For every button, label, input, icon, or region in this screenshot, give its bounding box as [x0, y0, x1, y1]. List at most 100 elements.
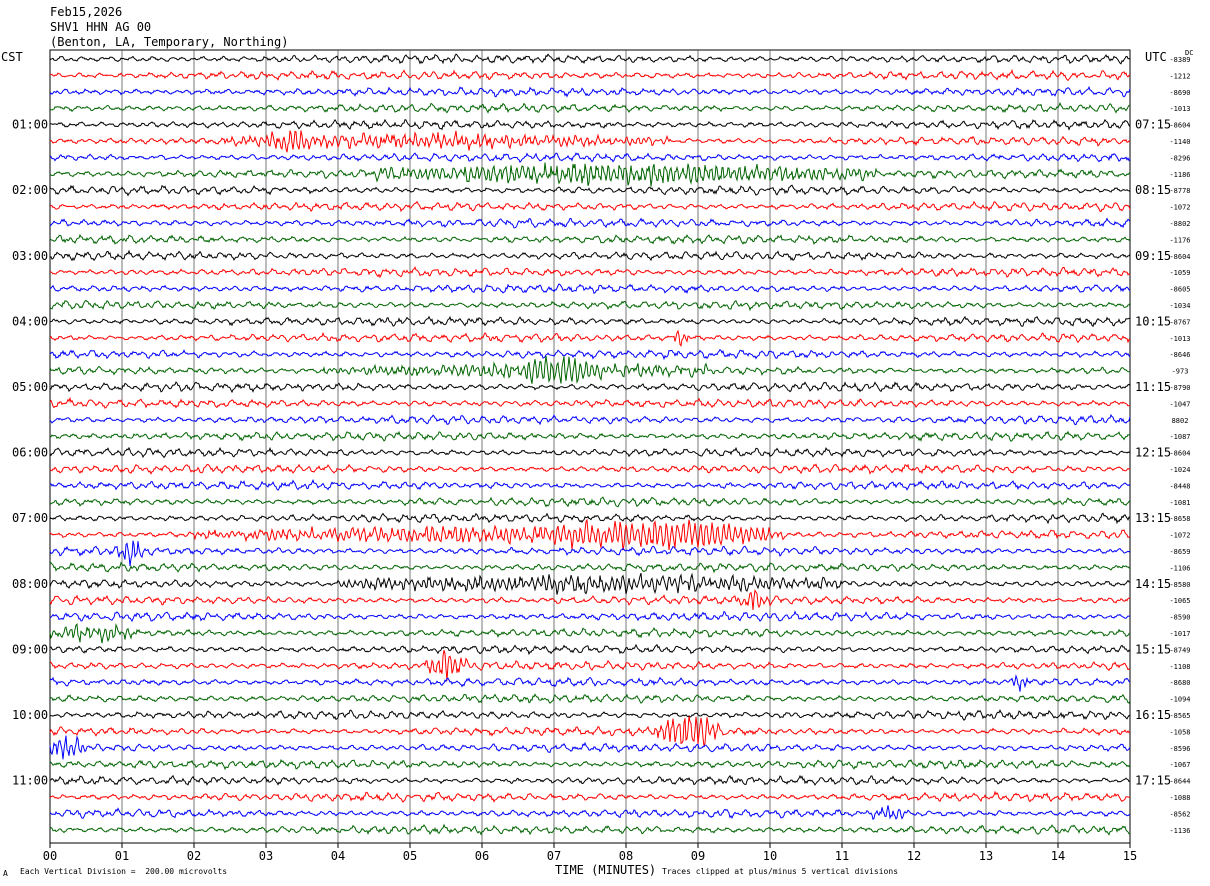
- x-tick-label: 15: [1123, 849, 1137, 863]
- trace-line: [49, 381, 1131, 394]
- dc-offset-label: -1106: [1169, 564, 1190, 572]
- dc-offset-label: -8562: [1169, 810, 1190, 818]
- dc-offset-label: -8659: [1169, 548, 1190, 556]
- left-hour-label: 08:00: [12, 577, 48, 591]
- station-label: SHV1 HHN AG 00: [50, 20, 152, 34]
- x-tick-label: 02: [187, 849, 201, 863]
- dc-offset-label: -8646: [1169, 351, 1190, 359]
- x-tick-label: 06: [475, 849, 489, 863]
- trace-line: [49, 790, 1130, 803]
- dc-offset-label: -1013: [1169, 105, 1190, 113]
- dc-offset-label: -8690: [1169, 89, 1190, 97]
- left-hour-label: 09:00: [12, 642, 48, 656]
- x-tick-label: 04: [331, 849, 345, 863]
- dc-offset-label: -8658: [1169, 515, 1190, 523]
- dc-offset-label: 8802: [1172, 417, 1189, 425]
- trace-line: [49, 356, 1130, 384]
- dc-offset-label: -8767: [1169, 318, 1190, 326]
- trace-line: [49, 446, 1131, 459]
- trace-line: [49, 162, 1131, 187]
- dc-offset-label: -8802: [1169, 220, 1190, 228]
- dc-offset-label: -1176: [1169, 236, 1190, 244]
- left-hour-label: 04:00: [12, 314, 48, 328]
- dc-offset-label: -8605: [1169, 286, 1190, 294]
- trace-line: [49, 430, 1131, 442]
- x-tick-label: 11: [835, 849, 849, 863]
- footer-mark: A: [3, 869, 8, 878]
- right-hour-label: 17:15: [1135, 774, 1171, 788]
- dc-offset-label: -8644: [1169, 778, 1190, 786]
- trace-line: [49, 589, 1131, 611]
- dc-offset-label: -1081: [1169, 499, 1190, 507]
- x-tick-label: 00: [43, 849, 57, 863]
- trace-line: [49, 572, 1131, 595]
- dc-offset-label: -8604: [1169, 450, 1190, 458]
- x-tick-label: 13: [979, 849, 993, 863]
- trace-line: [49, 512, 1131, 525]
- trace-line: [49, 266, 1131, 279]
- left-hour-label: 07:00: [12, 511, 48, 525]
- clip-note: Traces clipped at plus/minus 5 vertical …: [662, 867, 899, 876]
- trace-line: [49, 184, 1131, 197]
- dc-offset-label: -1058: [1169, 728, 1190, 736]
- right-hour-label: 11:15: [1135, 380, 1171, 394]
- x-tick-label: 08: [619, 849, 633, 863]
- trace-line: [49, 774, 1131, 786]
- trace-line: [49, 315, 1131, 328]
- dc-offset-label: -1094: [1169, 696, 1190, 704]
- trace-line: [49, 496, 1131, 508]
- dc-offset-label: -1186: [1169, 171, 1190, 179]
- trace-line: [49, 118, 1131, 131]
- right-hour-label: 12:15: [1135, 446, 1171, 460]
- dc-offset-label: -1108: [1169, 663, 1190, 671]
- trace-line: [49, 463, 1131, 475]
- dc-offset-label: -1087: [1169, 433, 1190, 441]
- x-tick-label: 10: [763, 849, 777, 863]
- left-hour-label: 01:00: [12, 118, 48, 132]
- trace-line: [49, 610, 1131, 623]
- dc-offset-label: -1072: [1169, 532, 1190, 540]
- trace-line: [49, 299, 1131, 312]
- dc-offset-label: -1017: [1169, 630, 1190, 638]
- trace-line: [49, 283, 1131, 295]
- dc-offset-label: -8604: [1169, 122, 1190, 130]
- dc-offset-label: -8604: [1169, 253, 1190, 261]
- trace-line: [49, 396, 1131, 410]
- dc-offset-label: -8580: [1169, 581, 1190, 589]
- dc-offset-label: -1072: [1169, 204, 1190, 212]
- right-timezone-label: UTC: [1145, 50, 1167, 64]
- x-tick-label: 03: [259, 849, 273, 863]
- plot-frame: [49, 49, 1131, 844]
- left-hour-label: 02:00: [12, 183, 48, 197]
- x-tick-label: 12: [907, 849, 921, 863]
- x-axis-title: TIME (MINUTES): [555, 863, 657, 877]
- right-hour-label: 07:15: [1135, 118, 1171, 132]
- trace-line: [49, 650, 1131, 681]
- right-hour-label: 14:15: [1135, 577, 1171, 591]
- trace-line: [49, 643, 1131, 656]
- right-hour-label: 08:15: [1135, 183, 1171, 197]
- dc-offset-label: -1013: [1169, 335, 1190, 343]
- trace-line: [49, 101, 1131, 114]
- dc-offset-label: -1024: [1169, 466, 1190, 474]
- dc-offset-label: -8596: [1169, 745, 1190, 753]
- trace-line: [49, 348, 1131, 361]
- trace-line: [49, 734, 1131, 760]
- x-tick-label: 05: [403, 849, 417, 863]
- right-hour-label: 09:15: [1135, 249, 1171, 263]
- right-hour-label: 15:15: [1135, 642, 1171, 656]
- date-label: Feb15,2026: [50, 5, 123, 19]
- dc-offset-label: -8680: [1169, 679, 1190, 687]
- x-tick-label: 09: [691, 849, 705, 863]
- dc-offset-label: -1088: [1169, 794, 1190, 802]
- trace-line: [50, 68, 1131, 82]
- trace-line: [49, 217, 1131, 229]
- x-tick-label: 01: [115, 849, 129, 863]
- trace-line: [49, 716, 1131, 747]
- trace-line: [49, 249, 1131, 262]
- trace-line: [49, 561, 1131, 574]
- trace-line: [49, 329, 1131, 347]
- trace-line: [49, 200, 1131, 213]
- dc-offset-label: -1034: [1169, 302, 1190, 310]
